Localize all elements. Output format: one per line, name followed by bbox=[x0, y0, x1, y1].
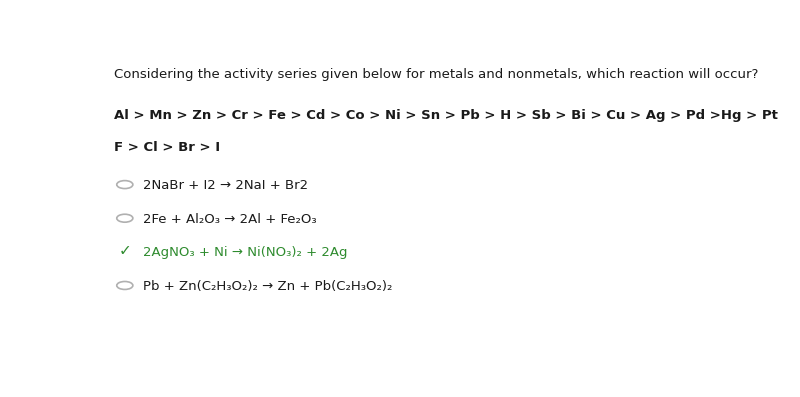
Text: 2NaBr + I2 → 2NaI + Br2: 2NaBr + I2 → 2NaI + Br2 bbox=[143, 179, 309, 192]
Text: Considering the activity series given below for metals and nonmetals, which reac: Considering the activity series given be… bbox=[114, 67, 758, 81]
Text: 2AgNO₃ + Ni → Ni(NO₃)₂ + 2Ag: 2AgNO₃ + Ni → Ni(NO₃)₂ + 2Ag bbox=[143, 246, 348, 259]
Text: Al > Mn > Zn > Cr > Fe > Cd > Co > Ni > Sn > Pb > H > Sb > Bi > Cu > Ag > Pd >Hg: Al > Mn > Zn > Cr > Fe > Cd > Co > Ni > … bbox=[114, 109, 778, 122]
Text: 2Fe + Al₂O₃ → 2Al + Fe₂O₃: 2Fe + Al₂O₃ → 2Al + Fe₂O₃ bbox=[143, 213, 317, 226]
Text: ✓: ✓ bbox=[118, 243, 131, 258]
Text: Pb + Zn(C₂H₃O₂)₂ → Zn + Pb(C₂H₃O₂)₂: Pb + Zn(C₂H₃O₂)₂ → Zn + Pb(C₂H₃O₂)₂ bbox=[143, 280, 393, 293]
Text: F > Cl > Br > I: F > Cl > Br > I bbox=[114, 141, 220, 154]
